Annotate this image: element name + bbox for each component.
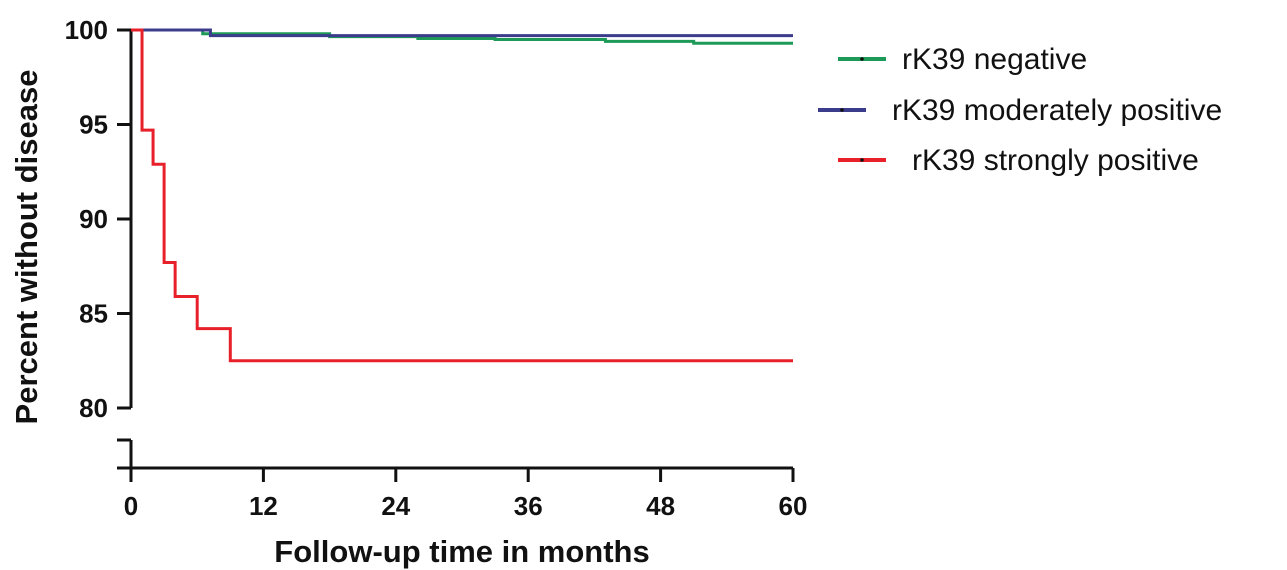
x-axis-title: Follow-up time in months (274, 534, 649, 569)
legend-marker-3 (860, 158, 864, 162)
y-tick-label: 95 (79, 110, 108, 140)
y-tick-label: 85 (79, 299, 108, 329)
legend-label-1: rK39 negative (902, 43, 1087, 76)
series-line-2 (131, 28, 793, 38)
x-tick-label: 12 (249, 491, 278, 521)
series-line-3 (131, 28, 793, 363)
legend: rK39 negative rK39 moderately positive rK3… (818, 43, 1222, 177)
y-tick-label: 100 (65, 15, 108, 45)
legend-marker-1 (860, 57, 864, 61)
axes (117, 30, 793, 470)
series-line-1 (131, 28, 793, 45)
x-tick-label: 0 (124, 491, 138, 521)
x-tick-label: 60 (779, 491, 808, 521)
legend-marker-2 (840, 108, 844, 112)
y-tick-label: 90 (79, 204, 108, 234)
legend-label-3: rK39 strongly positive (912, 144, 1199, 177)
legend-label-2: rK39 moderately positive (892, 94, 1222, 127)
y-axis-title: Percent without disease (9, 70, 44, 425)
y-tick-label: 80 (79, 393, 108, 423)
y-ticks: 80 85 90 95 100 (65, 15, 131, 423)
x-tick-label: 36 (514, 491, 543, 521)
x-tick-label: 24 (381, 491, 410, 521)
series-group (131, 28, 793, 363)
x-tick-label: 48 (646, 491, 675, 521)
x-ticks: 0 12 24 36 48 60 (124, 468, 808, 521)
